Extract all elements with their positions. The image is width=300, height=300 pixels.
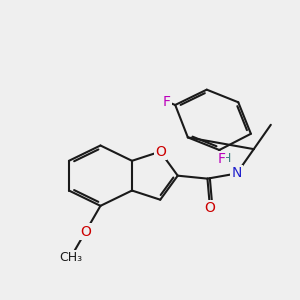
Text: H: H — [222, 152, 231, 165]
Text: F: F — [217, 152, 225, 166]
Text: N: N — [232, 167, 242, 181]
Text: O: O — [205, 201, 215, 215]
Text: F: F — [162, 94, 170, 109]
Text: CH₃: CH₃ — [59, 251, 82, 264]
Text: O: O — [155, 145, 166, 159]
Text: O: O — [80, 225, 91, 238]
